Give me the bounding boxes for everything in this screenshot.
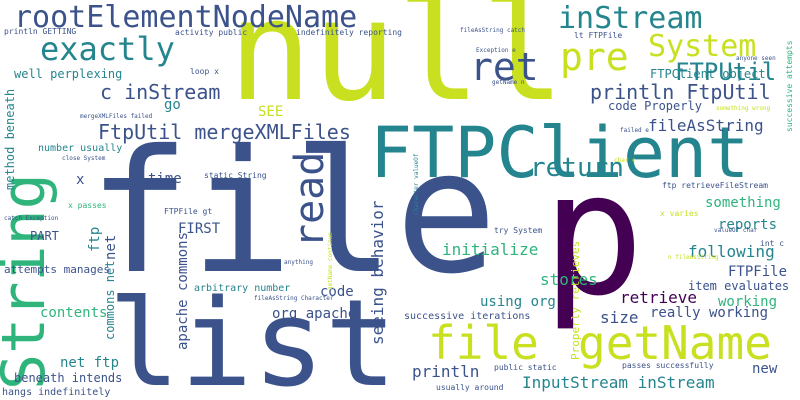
cloud-word: read (287, 151, 333, 248)
cloud-word: null (228, 0, 566, 133)
cloud-word: attempts manages (4, 263, 110, 276)
cloud-word: getName n (492, 79, 525, 86)
cloud-word: size (600, 308, 639, 327)
cloud-word: FTPClient object (650, 67, 766, 81)
cloud-word: println GETTING (4, 27, 77, 36)
cloud-word: successive iterations (404, 311, 531, 322)
cloud-word: code Properly (608, 99, 702, 113)
cloud-word: something (705, 195, 781, 211)
cloud-word: seen anything (266, 259, 313, 266)
cloud-word: code (320, 284, 354, 300)
cloud-word: SEE (258, 104, 284, 120)
cloud-word: time (148, 171, 182, 187)
cloud-word: x (76, 172, 85, 188)
cloud-word: FTPClient (370, 112, 750, 194)
cloud-word: Character valueOf (413, 153, 420, 215)
cloud-word: something wrong (716, 105, 771, 112)
cloud-word: x varies (660, 209, 699, 218)
cloud-word: FTPFile (728, 264, 788, 280)
cloud-word: usually around (436, 383, 504, 392)
cloud-word: go (164, 97, 181, 113)
cloud-word: ftp retrieveFileStream (662, 181, 768, 190)
cloud-word: FIRST (178, 221, 221, 237)
cloud-word: initialize (442, 240, 539, 259)
cloud-word: getName continue (327, 232, 334, 290)
cloud-word: stores (540, 270, 598, 289)
cloud-word: ftp (87, 226, 103, 252)
cloud-word: beneath intends (14, 371, 123, 385)
cloud-word: println (412, 362, 480, 381)
cloud-word: activity public (175, 28, 248, 37)
cloud-word: try System (494, 226, 543, 235)
cloud-word: exactly (40, 30, 175, 68)
cloud-word: fileAsString catch (460, 27, 526, 34)
cloud-word: println FtpUtil (590, 80, 771, 104)
cloud-word: x passes (68, 201, 107, 210)
cloud-word: retrieve (620, 288, 698, 307)
cloud-word: static String (204, 171, 267, 180)
cloud-word: number usually (38, 143, 123, 154)
cloud-word: System (648, 29, 757, 64)
cloud-word: ret (470, 45, 539, 89)
cloud-word: new (752, 361, 778, 377)
cloud-word: InputStream inStream (522, 373, 715, 392)
cloud-word: inStream (558, 1, 703, 36)
cloud-word: using org (480, 294, 556, 310)
cloud-word: item evaluates (688, 279, 790, 293)
cloud-word: Exception e (476, 47, 516, 54)
cloud-word: really working (650, 305, 769, 321)
cloud-word: fileAsString (648, 116, 764, 135)
cloud-word: list (108, 275, 397, 400)
cloud-word: c inStream (100, 80, 221, 104)
cloud-word: successive attempts (785, 40, 794, 132)
cloud-word: file (428, 316, 539, 370)
cloud-word: close System (62, 155, 106, 162)
cloud-word: failed e (620, 127, 649, 134)
cloud-word: net (103, 234, 119, 260)
cloud-word: passes successfully (622, 361, 714, 370)
cloud-word: public static (494, 363, 557, 372)
cloud-word: indefinitely reporting (296, 28, 402, 37)
cloud-word: pre (560, 35, 629, 79)
cloud-word: catch Exception (4, 215, 59, 222)
cloud-word: net ftp (60, 355, 120, 371)
cloud-word: seeing behavior (368, 200, 387, 346)
cloud-word: rootElementNodeName (14, 0, 358, 35)
cloud-word: apache commons (175, 231, 191, 350)
cloud-word: char c (614, 157, 636, 164)
cloud-word: fileAsString Character (254, 295, 334, 302)
cloud-word: mergeXMLFiles failed (80, 113, 153, 120)
cloud-word: getName (578, 316, 772, 370)
cloud-word: org apache (272, 306, 357, 322)
cloud-word: FTPFile gt (164, 207, 213, 216)
cloud-word: Properly retrieves (569, 240, 582, 360)
cloud-word: loop x (190, 67, 219, 76)
cloud-word: contents (40, 305, 108, 321)
cloud-word: n fileAsString (668, 254, 719, 261)
cloud-word: reports (718, 217, 778, 233)
cloud-word: hangs indefinitely (2, 387, 111, 398)
cloud-word: arbitrary number (194, 283, 291, 294)
cloud-word: anyone seen (736, 55, 776, 62)
cloud-word: valueOf char (714, 227, 758, 234)
cloud-word: PART (30, 229, 59, 243)
cloud-word: following (688, 242, 775, 261)
cloud-word: FTPUtil (675, 58, 777, 86)
cloud-word: file (88, 114, 498, 312)
cloud-word: FtpUtil mergeXMLFiles (98, 120, 351, 144)
cloud-word: String (0, 173, 59, 390)
cloud-word: method beneath (3, 88, 17, 190)
cloud-word: return (530, 153, 624, 183)
cloud-word: well perplexing (14, 67, 123, 81)
cloud-word: lt FTPFile (574, 31, 623, 40)
cloud-word: working (718, 294, 778, 310)
cloud-word: p (542, 136, 645, 334)
cloud-word: int c (760, 239, 785, 248)
